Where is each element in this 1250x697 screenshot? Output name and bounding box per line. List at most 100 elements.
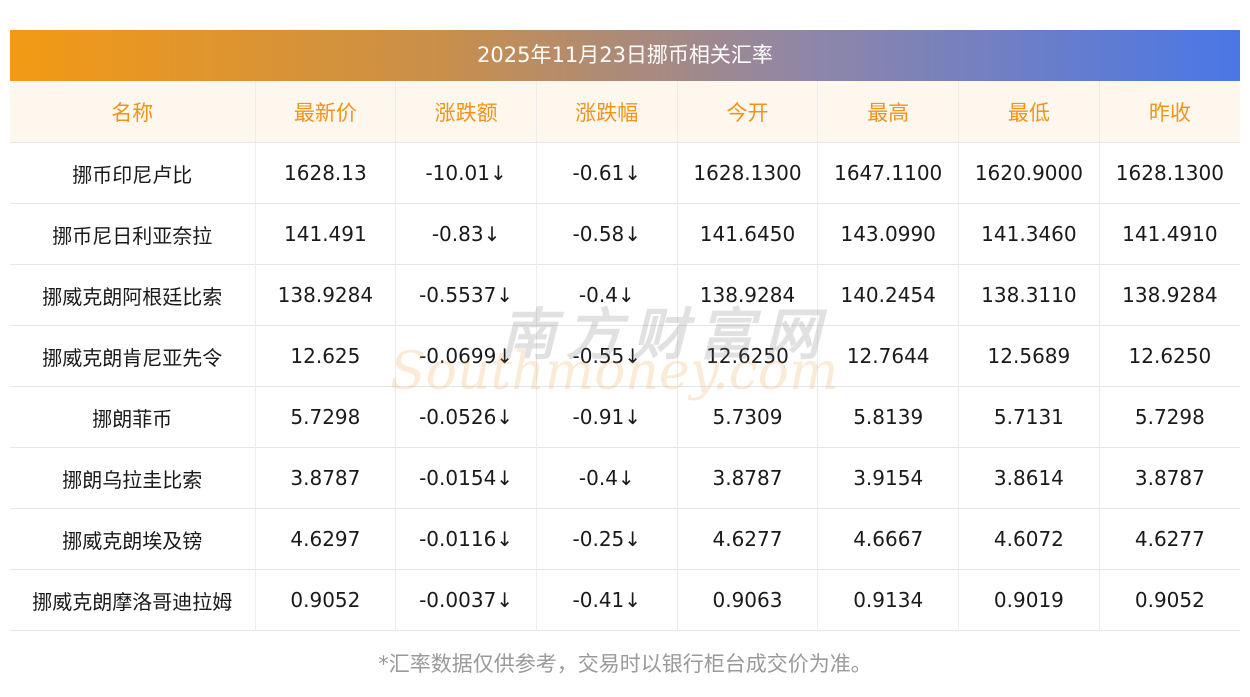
cell-change-value: -0.0699 xyxy=(419,344,497,368)
cell-low-value: 138.3110 xyxy=(981,283,1077,307)
cell-latest-value: 1628.13 xyxy=(284,161,367,185)
cell-open-value: 0.9063 xyxy=(712,588,783,612)
cell-change-pct: -0.4↓ xyxy=(536,264,678,326)
cell-open: 138.9284 xyxy=(677,264,819,326)
cell-high-value: 1647.1100 xyxy=(834,161,943,185)
cell-prev-close: 1628.1300 xyxy=(1099,142,1240,204)
cell-name-value: 挪朗菲币 xyxy=(92,406,173,431)
cell-change-pct: -0.25↓ xyxy=(536,508,678,570)
cell-open: 4.6277 xyxy=(677,508,819,570)
cell-low-value: 141.3460 xyxy=(981,222,1077,246)
cell-change-pct-value: -0.61 xyxy=(572,161,625,185)
cell-open: 3.8787 xyxy=(677,447,819,509)
cell-high: 1647.1100 xyxy=(817,142,960,204)
cell-prev-close-value: 0.9052 xyxy=(1134,588,1205,612)
cell-name-value: 挪币尼日利亚奈拉 xyxy=(52,223,213,248)
down-arrow-icon: ↓ xyxy=(624,344,642,368)
cell-change-pct-value: -0.25 xyxy=(572,527,625,551)
cell-change: -10.01↓ xyxy=(395,142,537,204)
cell-high-value: 0.9134 xyxy=(853,588,924,612)
cell-high: 12.7644 xyxy=(817,325,960,387)
cell-prev-close: 5.7298 xyxy=(1099,386,1240,448)
cell-change-pct-value: -0.91 xyxy=(572,405,625,429)
down-arrow-icon: ↓ xyxy=(496,344,514,368)
cell-open: 1628.1300 xyxy=(677,142,819,204)
col-header-low: 最低 xyxy=(958,81,1100,143)
cell-change-pct: -0.4↓ xyxy=(536,447,678,509)
cell-change-value: -0.0116 xyxy=(419,527,497,551)
cell-high: 0.9134 xyxy=(817,569,960,631)
cell-name-value: 挪威克朗阿根廷比索 xyxy=(42,284,223,309)
cell-prev-close-value: 12.6250 xyxy=(1128,344,1212,368)
col-header-change: 涨跌额 xyxy=(395,81,537,143)
down-arrow-icon: ↓ xyxy=(496,405,514,429)
cell-high-value: 12.7644 xyxy=(846,344,930,368)
cell-name-value: 挪朗乌拉圭比索 xyxy=(62,467,203,492)
down-arrow-icon: ↓ xyxy=(496,527,514,551)
col-header-open: 今开 xyxy=(677,81,819,143)
exchange-rate-table: 名称 最新价 涨跌额 涨跌幅 今开 最高 最低 昨收 挪币印尼卢比 1628.13… xyxy=(10,81,1240,631)
cell-change-pct: -0.41↓ xyxy=(536,569,678,631)
cell-change-value: -10.01 xyxy=(425,161,490,185)
cell-change-pct-value: -0.4 xyxy=(578,283,618,307)
cell-latest: 12.625 xyxy=(255,325,397,387)
down-arrow-icon: ↓ xyxy=(624,161,642,185)
cell-latest: 138.9284 xyxy=(255,264,397,326)
cell-change: -0.5537↓ xyxy=(395,264,537,326)
cell-prev-close: 3.8787 xyxy=(1099,447,1240,509)
cell-latest: 4.6297 xyxy=(255,508,397,570)
down-arrow-icon: ↓ xyxy=(496,283,514,307)
down-arrow-icon: ↓ xyxy=(617,466,635,490)
cell-low: 5.7131 xyxy=(958,386,1100,448)
cell-name: 挪威克朗摩洛哥迪拉姆 xyxy=(10,569,256,631)
cell-latest-value: 4.6297 xyxy=(290,527,361,551)
cell-open-value: 3.8787 xyxy=(712,466,783,490)
cell-high: 3.9154 xyxy=(817,447,960,509)
cell-change: -0.0699↓ xyxy=(395,325,537,387)
cell-latest: 3.8787 xyxy=(255,447,397,509)
cell-open: 141.6450 xyxy=(677,203,819,265)
table-row: 挪威克朗摩洛哥迪拉姆 0.9052 -0.0037↓ -0.41↓ 0.9063 0.91… xyxy=(10,569,1240,631)
cell-change-value: -0.83 xyxy=(431,222,484,246)
table-title-banner: 2025年11月23日挪币相关汇率 xyxy=(10,30,1240,81)
col-header-latest: 最新价 xyxy=(255,81,397,143)
cell-change-value: -0.5537 xyxy=(419,283,497,307)
cell-open-value: 141.6450 xyxy=(699,222,796,246)
cell-open-value: 138.9284 xyxy=(699,283,796,307)
cell-change-pct: -0.55↓ xyxy=(536,325,678,387)
col-header-name: 名称 xyxy=(10,81,256,143)
cell-name: 挪威克朗埃及镑 xyxy=(10,508,256,570)
down-arrow-icon: ↓ xyxy=(624,527,642,551)
cell-open: 5.7309 xyxy=(677,386,819,448)
cell-low: 141.3460 xyxy=(958,203,1100,265)
cell-name: 挪朗菲币 xyxy=(10,386,256,448)
cell-high-value: 5.8139 xyxy=(853,405,924,429)
cell-low: 1620.9000 xyxy=(958,142,1100,204)
cell-latest: 141.491 xyxy=(255,203,397,265)
cell-change-pct-value: -0.4 xyxy=(578,466,618,490)
cell-low-value: 0.9019 xyxy=(993,588,1064,612)
down-arrow-icon: ↓ xyxy=(617,283,635,307)
cell-low: 12.5689 xyxy=(958,325,1100,387)
cell-high: 143.0990 xyxy=(817,203,960,265)
cell-latest-value: 138.9284 xyxy=(277,283,374,307)
cell-latest-value: 0.9052 xyxy=(290,588,361,612)
cell-prev-close-value: 1628.1300 xyxy=(1115,161,1224,185)
table-row: 挪币尼日利亚奈拉 141.491 -0.83↓ -0.58↓ 141.6450 143.0… xyxy=(10,203,1240,265)
cell-prev-close-value: 138.9284 xyxy=(1122,283,1218,307)
table-header-row: 名称 最新价 涨跌额 涨跌幅 今开 最高 最低 昨收 xyxy=(10,81,1240,143)
cell-latest-value: 12.625 xyxy=(290,344,361,368)
cell-open-value: 4.6277 xyxy=(712,527,783,551)
cell-prev-close: 4.6277 xyxy=(1099,508,1240,570)
down-arrow-icon: ↓ xyxy=(483,222,501,246)
cell-prev-close: 0.9052 xyxy=(1099,569,1240,631)
col-header-high: 最高 xyxy=(817,81,960,143)
cell-low: 0.9019 xyxy=(958,569,1100,631)
cell-high-value: 3.9154 xyxy=(853,466,924,490)
cell-latest-value: 5.7298 xyxy=(290,405,361,429)
cell-high-value: 143.0990 xyxy=(840,222,936,246)
cell-prev-close-value: 5.7298 xyxy=(1134,405,1205,429)
cell-change-pct-value: -0.55 xyxy=(572,344,625,368)
cell-prev-close: 141.4910 xyxy=(1099,203,1240,265)
down-arrow-icon: ↓ xyxy=(624,222,642,246)
